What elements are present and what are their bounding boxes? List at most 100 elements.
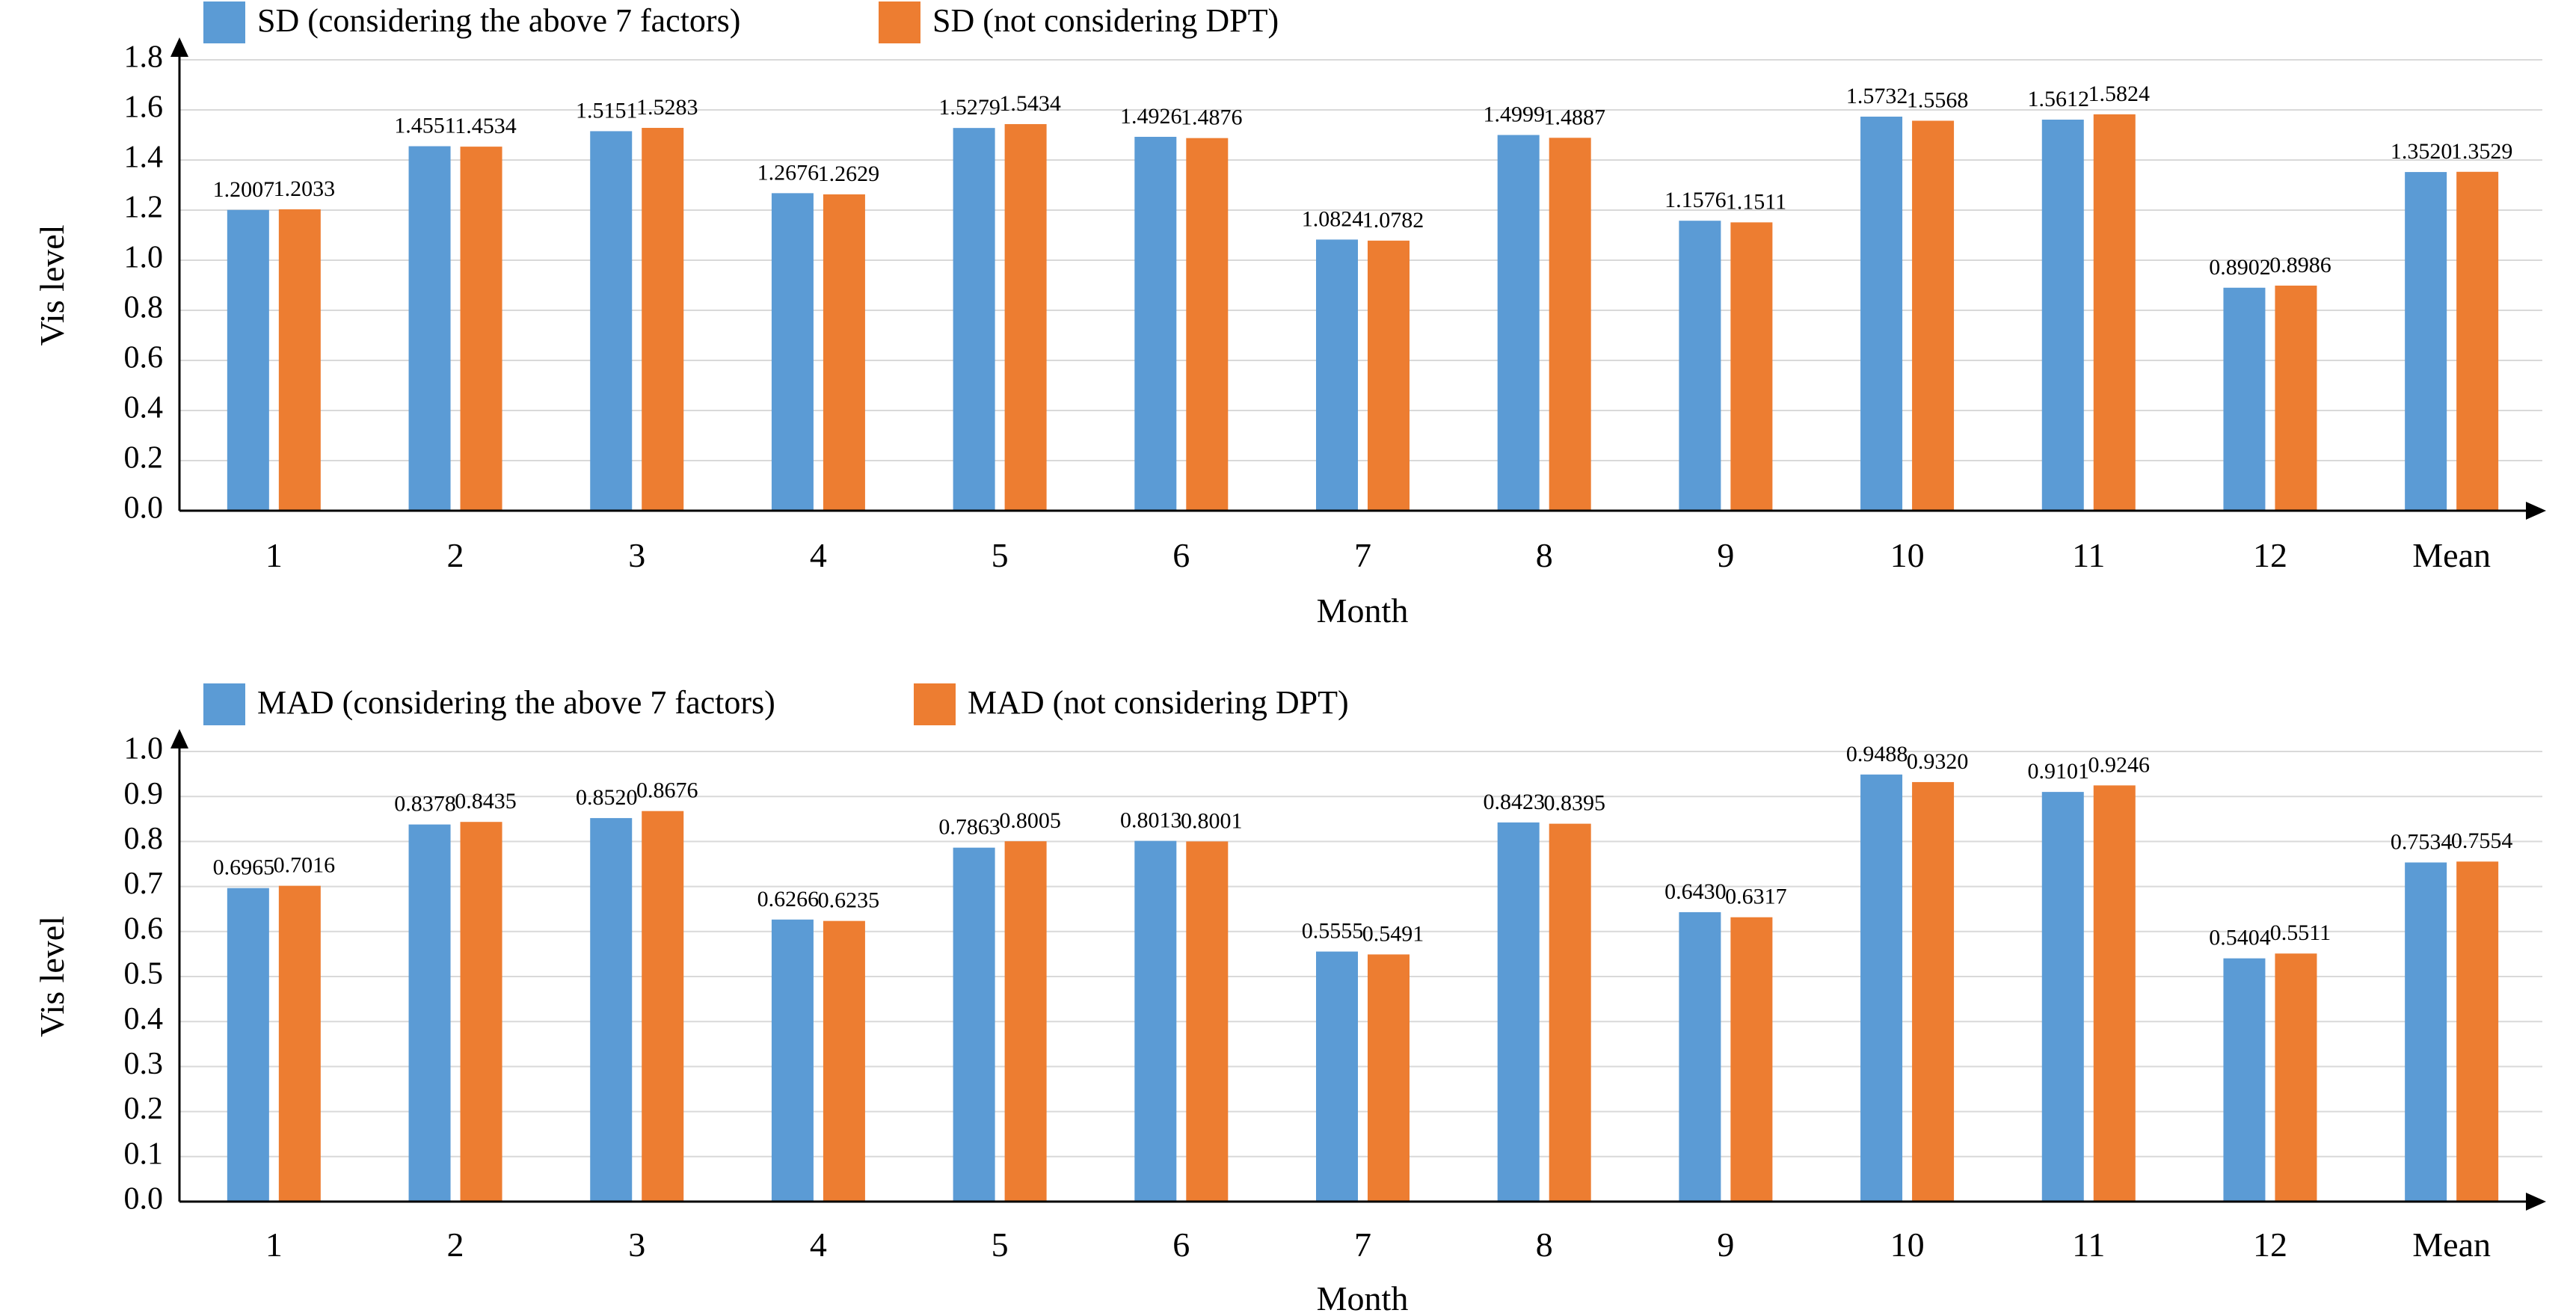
bar-a-12 <box>2223 287 2266 511</box>
x-tick-label: 1 <box>265 536 283 574</box>
bar-b-6 <box>1186 841 1229 1202</box>
y-tick-label: 0.2 <box>124 441 164 476</box>
data-label: 1.1576 <box>1664 188 1727 212</box>
x-tick-label: 9 <box>1717 536 1734 574</box>
bar-b-8 <box>1549 823 1591 1202</box>
bar-b-Mean <box>2456 171 2499 511</box>
legend-label: MAD (not considering DPT) <box>968 684 1349 721</box>
data-label: 0.5555 <box>1302 919 1364 944</box>
y-axis-arrow <box>170 37 188 57</box>
data-label: 1.1511 <box>1726 189 1786 214</box>
x-tick-label: 12 <box>2253 536 2287 574</box>
data-label: 1.5732 <box>1846 84 1908 108</box>
data-label: 1.5279 <box>938 95 1000 120</box>
bar-b-2 <box>460 822 502 1202</box>
data-label: 0.8005 <box>999 808 1061 833</box>
bar-b-7 <box>1368 954 1410 1202</box>
x-tick-label: 8 <box>1536 1226 1553 1264</box>
bar-a-12 <box>2223 958 2266 1202</box>
y-tick-label: 0.9 <box>124 777 164 811</box>
bar-b-4 <box>823 194 865 511</box>
bar-b-9 <box>1730 917 1773 1202</box>
bar-a-5 <box>953 847 995 1202</box>
legend-swatch <box>914 683 956 725</box>
x-tick-label: 6 <box>1172 1226 1190 1264</box>
bar-a-9 <box>1679 221 1721 511</box>
y-tick-label: 1.4 <box>124 141 164 175</box>
data-label: 1.4534 <box>455 114 517 138</box>
y-tick-label: 1.0 <box>124 241 164 275</box>
data-label: 0.5491 <box>1362 921 1424 946</box>
x-tick-label: 8 <box>1536 536 1553 574</box>
data-label: 0.8676 <box>636 778 698 803</box>
x-tick-label: 11 <box>2072 536 2105 574</box>
data-label: 1.5151 <box>576 98 638 123</box>
bar-b-4 <box>823 920 865 1202</box>
data-label: 1.5434 <box>999 91 1061 116</box>
bar-a-11 <box>2041 792 2084 1202</box>
legend-swatch <box>879 1 920 43</box>
data-label: 0.6317 <box>1725 885 1787 909</box>
y-tick-label: 0.3 <box>124 1047 164 1081</box>
data-label: 0.6266 <box>757 887 820 911</box>
bar-b-3 <box>642 128 684 511</box>
x-tick-label: 5 <box>992 1226 1009 1264</box>
y-axis-title: Vis level <box>33 224 71 345</box>
bar-a-4 <box>771 919 814 1202</box>
bar-a-Mean <box>2405 172 2447 511</box>
data-label: 0.8435 <box>455 789 517 814</box>
x-axis-title: Month <box>1317 1279 1409 1316</box>
data-label: 1.2007 <box>213 177 275 202</box>
y-tick-label: 1.8 <box>124 40 164 75</box>
y-axis-arrow <box>170 729 188 748</box>
data-label: 0.9320 <box>1907 749 1969 774</box>
data-label: 0.6430 <box>1664 879 1727 904</box>
data-label: 1.3520 <box>2391 139 2453 164</box>
bar-a-6 <box>1134 136 1177 511</box>
data-label: 0.8378 <box>394 792 456 817</box>
bar-a-4 <box>771 193 814 511</box>
data-label: 0.5511 <box>2270 920 2331 945</box>
data-label: 0.7863 <box>938 815 1000 840</box>
bar-b-5 <box>1004 841 1047 1202</box>
data-label: 0.8001 <box>1181 808 1243 833</box>
y-tick-label: 0.5 <box>124 957 164 991</box>
data-label: 0.6235 <box>818 888 880 913</box>
data-label: 1.0824 <box>1302 206 1364 231</box>
y-tick-label: 0.6 <box>124 911 164 946</box>
bar-b-1 <box>278 885 321 1202</box>
data-label: 1.2629 <box>818 162 880 186</box>
bar-b-6 <box>1186 138 1229 511</box>
data-label: 1.5283 <box>636 95 698 120</box>
bar-a-8 <box>1497 822 1540 1202</box>
data-label: 1.4887 <box>1543 105 1605 129</box>
x-tick-label: 11 <box>2072 1226 2105 1264</box>
x-tick-label: 12 <box>2253 1226 2287 1264</box>
y-tick-label: 0.4 <box>124 1002 164 1036</box>
legend-swatch <box>203 1 245 43</box>
bar-a-2 <box>408 146 451 511</box>
data-label: 1.4551 <box>394 114 456 138</box>
bar-a-Mean <box>2405 862 2447 1202</box>
legend-swatch <box>203 683 245 725</box>
x-tick-label: 3 <box>628 1226 645 1264</box>
y-tick-label: 0.8 <box>124 291 164 325</box>
data-label: 0.9488 <box>1846 742 1908 766</box>
data-label: 0.9246 <box>2088 752 2151 777</box>
x-tick-label: 10 <box>1890 536 1925 574</box>
data-label: 1.5568 <box>1907 87 1969 112</box>
bar-a-2 <box>408 824 451 1202</box>
bar-a-7 <box>1316 951 1358 1202</box>
data-label: 1.5612 <box>2028 87 2090 111</box>
bar-a-1 <box>227 888 269 1202</box>
bar-b-11 <box>2093 114 2136 511</box>
x-tick-label: 2 <box>447 1226 464 1264</box>
data-label: 0.7534 <box>2391 829 2453 854</box>
legend-label: MAD (considering the above 7 factors) <box>257 684 775 721</box>
x-tick-label: 4 <box>810 1226 827 1264</box>
data-label: 0.5404 <box>2209 926 2271 950</box>
bar-b-11 <box>2093 785 2136 1202</box>
bar-a-1 <box>227 209 269 511</box>
bar-b-10 <box>1912 120 1955 511</box>
